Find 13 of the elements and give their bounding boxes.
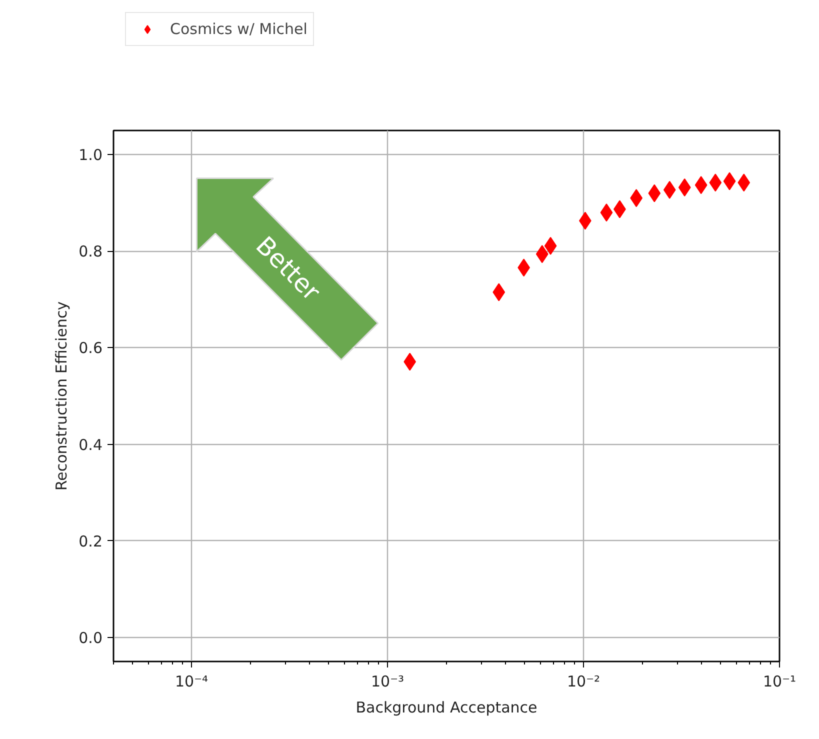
- y-tick-label: 0.6: [78, 339, 103, 358]
- y-tick-label: 0.0: [78, 628, 103, 647]
- x-tick-label: 10⁻³: [370, 672, 404, 690]
- x-axis-title: Background Acceptance: [356, 698, 538, 716]
- y-tick-label: 1.0: [78, 146, 103, 164]
- x-tick-label: 10⁻²: [566, 672, 600, 690]
- y-tick-label: 0.8: [78, 242, 103, 261]
- x-tick-label: 10⁻¹: [762, 672, 796, 690]
- y-tick-label: 0.4: [78, 436, 103, 454]
- x-tick-label: 10⁻⁴: [174, 672, 208, 690]
- legend-label: Cosmics w/ Michel: [170, 20, 308, 38]
- y-tick-label: 0.2: [78, 532, 103, 550]
- y-axis-title: Reconstruction Efficiency: [52, 301, 71, 491]
